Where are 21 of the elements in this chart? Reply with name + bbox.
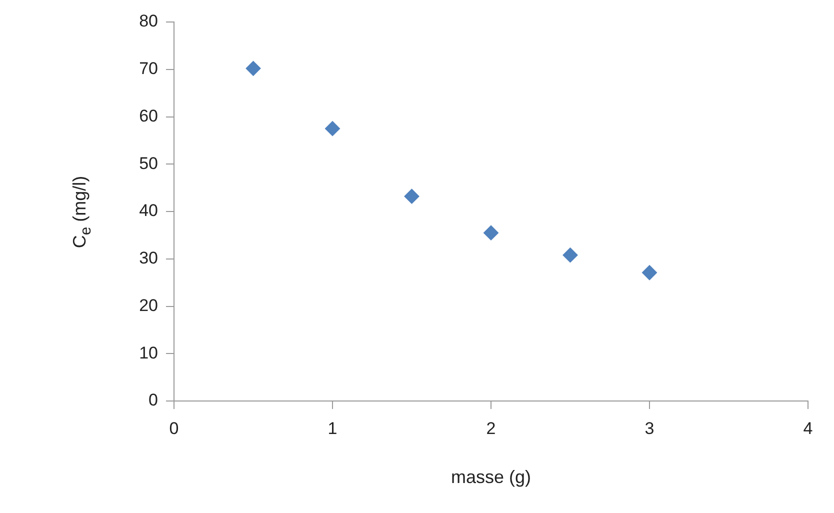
point: [325, 121, 340, 136]
x-tick-label: 2: [486, 418, 496, 438]
y-tick-label: 50: [139, 154, 158, 173]
y-tick-label: 80: [139, 12, 158, 31]
x-tick-label: 1: [328, 418, 338, 438]
x-tick-label: 4: [803, 418, 813, 438]
y-tick-label: 10: [139, 343, 158, 362]
x-tick-label: 0: [169, 418, 179, 438]
point: [484, 225, 498, 240]
point: [246, 60, 261, 76]
y-tick-label: 70: [139, 59, 158, 78]
y-tick-label: 60: [139, 106, 158, 126]
point: [562, 248, 578, 263]
y-tick-label: 20: [139, 296, 158, 315]
y-tick-label: 30: [139, 248, 158, 268]
y-tick-label: 40: [139, 201, 158, 220]
y-tick-label: 0: [148, 390, 158, 410]
point: [642, 265, 657, 280]
point: [404, 188, 420, 204]
x-axis-title: masse (g): [450, 467, 532, 488]
x-tick-label: 3: [644, 418, 654, 438]
